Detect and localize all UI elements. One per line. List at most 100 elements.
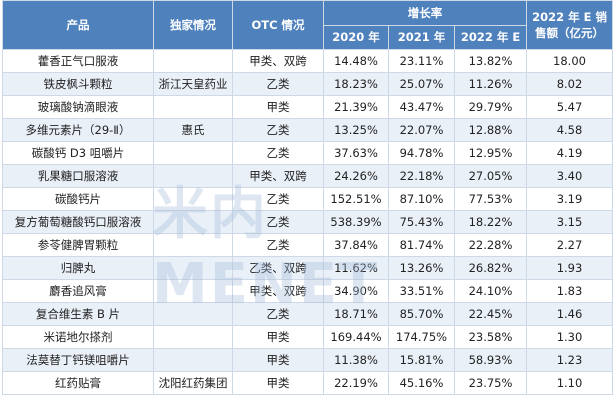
table-row: 玻璃酸钠滴眼液 甲类 21.39% 43.47% 29.79% 5.47 xyxy=(2,95,614,119)
cell-growth-2021: 85.70% xyxy=(388,302,455,326)
cell-growth-2020: 18.23% xyxy=(323,72,389,96)
cell-growth-2022e: 12.88% xyxy=(453,118,528,142)
cell-sales: 1.46 xyxy=(526,302,614,326)
table-row: 参苓健脾胃颗粒 乙类 37.84% 81.74% 22.28% 2.27 xyxy=(2,233,614,257)
cell-otc: 乙类 xyxy=(232,233,324,257)
cell-growth-2022e: 12.95% xyxy=(453,141,528,165)
cell-exclusive xyxy=(153,348,233,372)
cell-product: 碳酸钙片 xyxy=(2,187,154,211)
cell-sales: 3.19 xyxy=(526,187,614,211)
cell-product: 参苓健脾胃颗粒 xyxy=(2,233,154,257)
cell-product: 米诺地尔搽剂 xyxy=(2,325,154,349)
cell-sales: 1.93 xyxy=(526,256,614,280)
header-2020: 2020 年 xyxy=(323,25,389,50)
cell-growth-2020: 21.39% xyxy=(323,95,389,119)
cell-sales: 4.58 xyxy=(526,118,614,142)
cell-growth-2022e: 58.93% xyxy=(453,348,528,372)
cell-product: 乳果糖口服溶液 xyxy=(2,164,154,188)
cell-sales: 5.47 xyxy=(526,95,614,119)
cell-growth-2021: 23.11% xyxy=(388,49,455,73)
cell-product: 红药贴膏 xyxy=(2,371,154,395)
header-sales-line1: 2022 年 E 销 xyxy=(532,10,607,24)
cell-growth-2021: 22.18% xyxy=(388,164,455,188)
header-otc: OTC 情况 xyxy=(232,0,324,50)
cell-exclusive xyxy=(153,233,233,257)
cell-growth-2021: 174.75% xyxy=(388,325,455,349)
cell-growth-2021: 25.07% xyxy=(388,72,455,96)
cell-otc: 乙类 xyxy=(232,118,324,142)
table-row: 米诺地尔搽剂 甲类 169.44% 174.75% 23.58% 1.30 xyxy=(2,325,614,349)
cell-exclusive xyxy=(153,95,233,119)
cell-growth-2022e: 27.05% xyxy=(453,164,528,188)
cell-otc: 乙类 xyxy=(232,302,324,326)
cell-growth-2021: 94.78% xyxy=(388,141,455,165)
cell-growth-2022e: 13.82% xyxy=(453,49,528,73)
cell-growth-2020: 18.71% xyxy=(323,302,389,326)
cell-exclusive: 沈阳红药集团 xyxy=(153,371,233,395)
cell-product: 归脾丸 xyxy=(2,256,154,280)
table-row: 碳酸钙片 乙类 152.51% 87.10% 77.53% 3.19 xyxy=(2,187,614,211)
cell-otc: 甲类、双跨 xyxy=(232,49,324,73)
table-row: 铁皮枫斗颗粒 浙江天皇药业 乙类 18.23% 25.07% 11.26% 8.02 xyxy=(2,72,614,96)
cell-growth-2022e: 11.26% xyxy=(453,72,528,96)
cell-product: 藿香正气口服液 xyxy=(2,49,154,73)
cell-otc: 乙类 xyxy=(232,72,324,96)
cell-product: 玻璃酸钠滴眼液 xyxy=(2,95,154,119)
cell-growth-2022e: 24.10% xyxy=(453,279,528,303)
cell-growth-2020: 37.84% xyxy=(323,233,389,257)
cell-growth-2020: 24.26% xyxy=(323,164,389,188)
header-product: 产品 xyxy=(2,0,154,50)
cell-otc: 乙类 xyxy=(232,141,324,165)
cell-growth-2021: 75.43% xyxy=(388,210,455,234)
cell-growth-2020: 22.19% xyxy=(323,371,389,395)
cell-exclusive xyxy=(153,141,233,165)
table-row: 多维元素片（29-Ⅱ） 惠氏 乙类 13.25% 22.07% 12.88% 4.58 xyxy=(2,118,614,142)
cell-growth-2021: 43.47% xyxy=(388,95,455,119)
cell-growth-2021: 22.07% xyxy=(388,118,455,142)
cell-otc: 乙类、双跨 xyxy=(232,256,324,280)
cell-growth-2020: 14.48% xyxy=(323,49,389,73)
table-body: 藿香正气口服液 甲类、双跨 14.48% 23.11% 13.82% 18.00 铁皮枫斗颗… xyxy=(2,49,614,395)
table-row: 复方葡萄糖酸钙口服溶液 乙类 538.39% 75.43% 18.22% 3.15 xyxy=(2,210,614,234)
cell-growth-2021: 15.81% xyxy=(388,348,455,372)
cell-sales: 4.19 xyxy=(526,141,614,165)
cell-sales: 3.40 xyxy=(526,164,614,188)
otc-sales-table: 产品 独家情况 OTC 情况 增长率 2022 年 E 销 售额（亿元） 202… xyxy=(2,0,614,395)
header-sales-line2: 售额（亿元） xyxy=(535,26,605,40)
cell-sales: 18.00 xyxy=(526,49,614,73)
header-exclusive: 独家情况 xyxy=(153,0,233,50)
cell-product: 法莫替丁钙镁咀嚼片 xyxy=(2,348,154,372)
cell-exclusive xyxy=(153,187,233,211)
cell-sales: 8.02 xyxy=(526,72,614,96)
cell-growth-2022e: 22.45% xyxy=(453,302,528,326)
cell-growth-2020: 13.25% xyxy=(323,118,389,142)
cell-growth-2022e: 26.82% xyxy=(453,256,528,280)
cell-otc: 甲类、双跨 xyxy=(232,279,324,303)
cell-exclusive xyxy=(153,256,233,280)
cell-growth-2020: 152.51% xyxy=(323,187,389,211)
cell-product: 碳酸钙 D3 咀嚼片 xyxy=(2,141,154,165)
cell-sales: 1.83 xyxy=(526,279,614,303)
cell-growth-2021: 45.16% xyxy=(388,371,455,395)
cell-otc: 甲类 xyxy=(232,348,324,372)
cell-growth-2020: 169.44% xyxy=(323,325,389,349)
cell-product: 多维元素片（29-Ⅱ） xyxy=(2,118,154,142)
cell-exclusive xyxy=(153,325,233,349)
header-2022e: 2022 年 E xyxy=(453,25,528,50)
cell-growth-2020: 11.62% xyxy=(323,256,389,280)
cell-otc: 乙类 xyxy=(232,187,324,211)
cell-growth-2022e: 23.58% xyxy=(453,325,528,349)
cell-growth-2020: 11.38% xyxy=(323,348,389,372)
cell-exclusive xyxy=(153,210,233,234)
cell-exclusive xyxy=(153,279,233,303)
cell-sales: 1.30 xyxy=(526,325,614,349)
header-growth: 增长率 xyxy=(322,0,528,26)
cell-sales: 3.15 xyxy=(526,210,614,234)
cell-otc: 甲类 xyxy=(232,95,324,119)
header-2021: 2021 年 xyxy=(388,25,455,50)
cell-otc: 乙类 xyxy=(232,210,324,234)
cell-growth-2020: 34.90% xyxy=(323,279,389,303)
cell-sales: 1.10 xyxy=(526,371,614,395)
cell-otc: 甲类 xyxy=(232,371,324,395)
cell-growth-2022e: 29.79% xyxy=(453,95,528,119)
